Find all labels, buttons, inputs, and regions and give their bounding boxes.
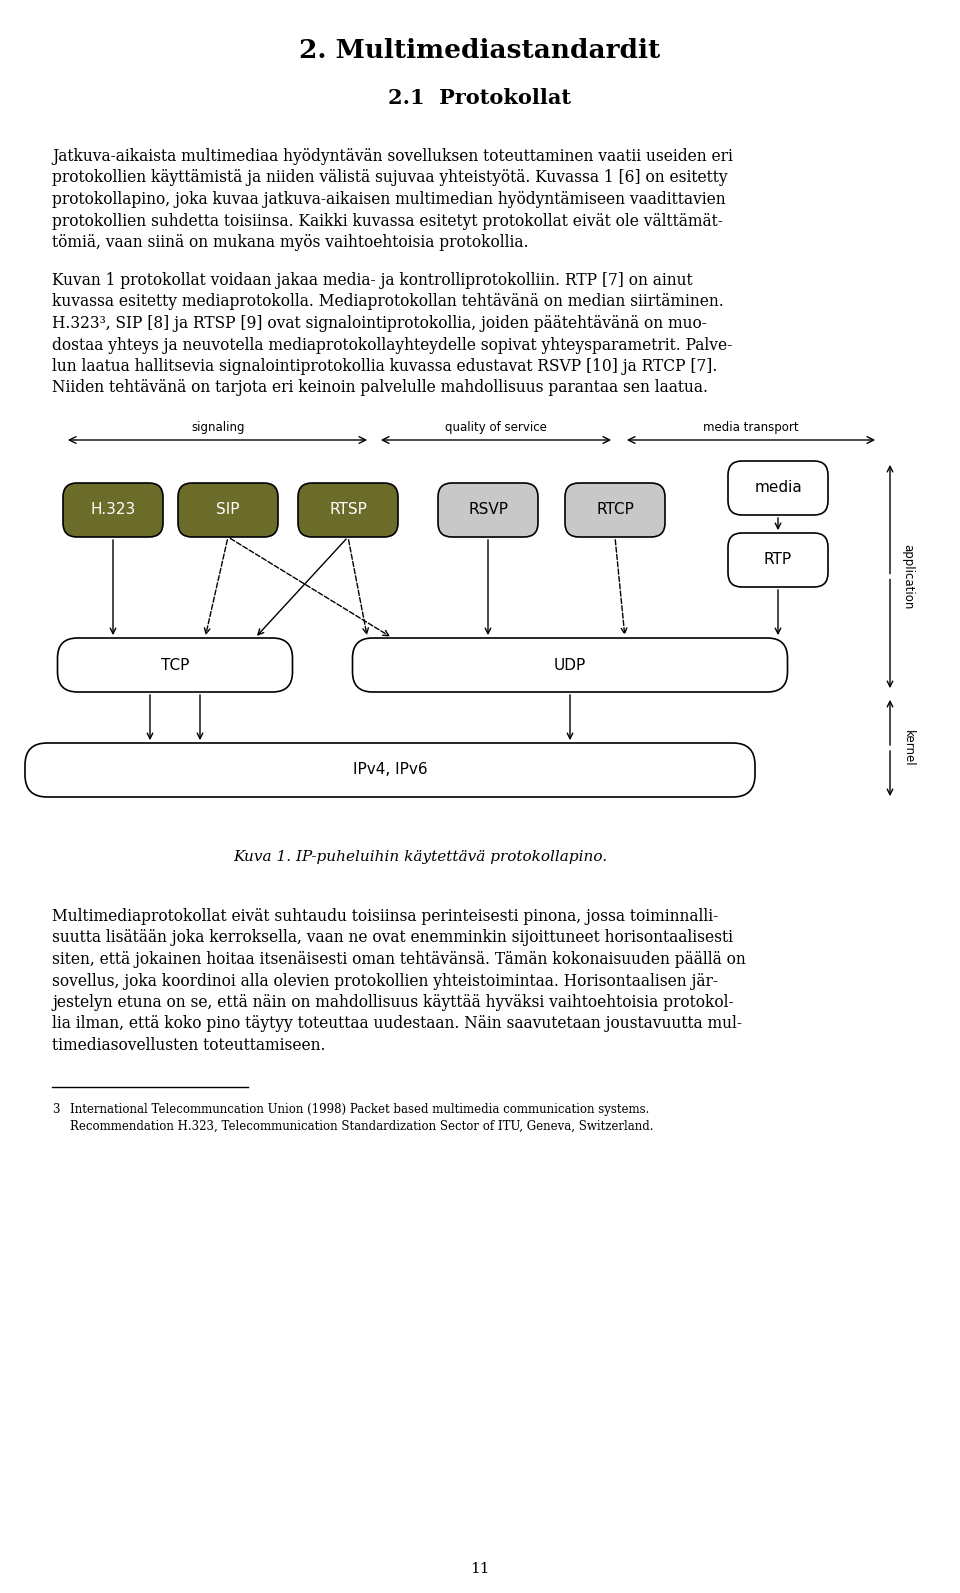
- Text: tömiä, vaan siinä on mukana myös vaihtoehtoisia protokollia.: tömiä, vaan siinä on mukana myös vaihtoe…: [52, 234, 529, 252]
- Text: media transport: media transport: [703, 421, 799, 433]
- Text: UDP: UDP: [554, 658, 587, 672]
- FancyBboxPatch shape: [63, 483, 163, 537]
- FancyBboxPatch shape: [25, 742, 755, 796]
- Text: Kuva 1. IP-puheluihin käytettävä protokollapino.: Kuva 1. IP-puheluihin käytettävä protoko…: [233, 851, 607, 863]
- Text: Niiden tehtävänä on tarjota eri keinoin palvelulle mahdollisuus parantaa sen laa: Niiden tehtävänä on tarjota eri keinoin …: [52, 379, 708, 397]
- Text: siten, että jokainen hoitaa itsenäisesti oman tehtävänsä. Tämän kokonaisuuden pä: siten, että jokainen hoitaa itsenäisesti…: [52, 951, 746, 969]
- Text: sovellus, joka koordinoi alla olevien protokollien yhteistoimintaa. Horisontaali: sovellus, joka koordinoi alla olevien pr…: [52, 972, 718, 989]
- Text: RTSP: RTSP: [329, 502, 367, 518]
- FancyBboxPatch shape: [728, 534, 828, 586]
- Text: application: application: [901, 543, 915, 609]
- Text: 2.1  Protokollat: 2.1 Protokollat: [389, 88, 571, 108]
- FancyBboxPatch shape: [565, 483, 665, 537]
- Text: Jatkuva-aikaista multimediaa hyödyntävän sovelluksen toteuttaminen vaatii useide: Jatkuva-aikaista multimediaa hyödyntävän…: [52, 148, 732, 166]
- FancyBboxPatch shape: [58, 639, 293, 691]
- Text: 3: 3: [52, 1102, 60, 1117]
- Text: lia ilman, että koko pino täytyy toteuttaa uudestaan. Näin saavutetaan joustavuu: lia ilman, että koko pino täytyy toteutt…: [52, 1015, 742, 1032]
- Text: protokollien suhdetta toisiinsa. Kaikki kuvassa esitetyt protokollat eivät ole v: protokollien suhdetta toisiinsa. Kaikki …: [52, 212, 723, 229]
- Text: H.323: H.323: [90, 502, 135, 518]
- FancyBboxPatch shape: [728, 460, 828, 515]
- Text: Recommendation H.323, Telecommunication Standardization Sector of ITU, Geneva, S: Recommendation H.323, Telecommunication …: [70, 1120, 654, 1133]
- Text: RSVP: RSVP: [468, 502, 508, 518]
- Text: 2. Multimediastandardit: 2. Multimediastandardit: [300, 38, 660, 64]
- Text: Multimediaprotokollat eivät suhtaudu toisiinsa perinteisesti pinona, jossa toimi: Multimediaprotokollat eivät suhtaudu toi…: [52, 908, 718, 926]
- Text: kuvassa esitetty mediaprotokolla. Mediaprotokollan tehtävänä on median siirtämin: kuvassa esitetty mediaprotokolla. Mediap…: [52, 293, 724, 311]
- Text: SIP: SIP: [216, 502, 240, 518]
- Text: timediasovellusten toteuttamiseen.: timediasovellusten toteuttamiseen.: [52, 1037, 325, 1055]
- Text: 11: 11: [470, 1563, 490, 1575]
- Text: suutta lisätään joka kerroksella, vaan ne ovat enemminkin sijoittuneet horisonta: suutta lisätään joka kerroksella, vaan n…: [52, 929, 733, 946]
- Text: TCP: TCP: [161, 658, 189, 672]
- Text: International Telecommuncation Union (1998) Packet based multimedia communicatio: International Telecommuncation Union (19…: [70, 1102, 649, 1117]
- Text: RTP: RTP: [764, 553, 792, 567]
- Text: lun laatua hallitsevia signalointiprotokollia kuvassa edustavat RSVP [10] ja RTC: lun laatua hallitsevia signalointiprotok…: [52, 358, 717, 374]
- Text: RTCP: RTCP: [596, 502, 634, 518]
- FancyBboxPatch shape: [438, 483, 538, 537]
- Text: H.323³, SIP [8] ja RTSP [9] ovat signalointiprotokollia, joiden päätehtävänä on : H.323³, SIP [8] ja RTSP [9] ovat signalo…: [52, 315, 707, 331]
- Text: jestelyn etuna on se, että näin on mahdollisuus käyttää hyväksi vaihtoehtoisia p: jestelyn etuna on se, että näin on mahdo…: [52, 994, 733, 1012]
- Text: media: media: [755, 481, 802, 495]
- FancyBboxPatch shape: [352, 639, 787, 691]
- Text: quality of service: quality of service: [445, 421, 547, 433]
- FancyBboxPatch shape: [298, 483, 398, 537]
- Text: IPv4, IPv6: IPv4, IPv6: [352, 763, 427, 777]
- Text: signaling: signaling: [191, 421, 245, 433]
- Text: protokollien käyttämistä ja niiden välistä sujuvaa yhteistyötä. Kuvassa 1 [6] on: protokollien käyttämistä ja niiden välis…: [52, 169, 728, 186]
- FancyBboxPatch shape: [178, 483, 278, 537]
- Text: kernel: kernel: [901, 730, 915, 766]
- Text: Kuvan 1 protokollat voidaan jakaa media- ja kontrolliprotokolliin. RTP [7] on ai: Kuvan 1 protokollat voidaan jakaa media-…: [52, 272, 692, 288]
- Text: protokollapino, joka kuvaa jatkuva-aikaisen multimedian hyödyntämiseen vaadittav: protokollapino, joka kuvaa jatkuva-aikai…: [52, 191, 726, 209]
- Text: dostaa yhteys ja neuvotella mediaprotokollayhteydelle sopivat yhteysparametrit. : dostaa yhteys ja neuvotella mediaprotoko…: [52, 336, 732, 354]
